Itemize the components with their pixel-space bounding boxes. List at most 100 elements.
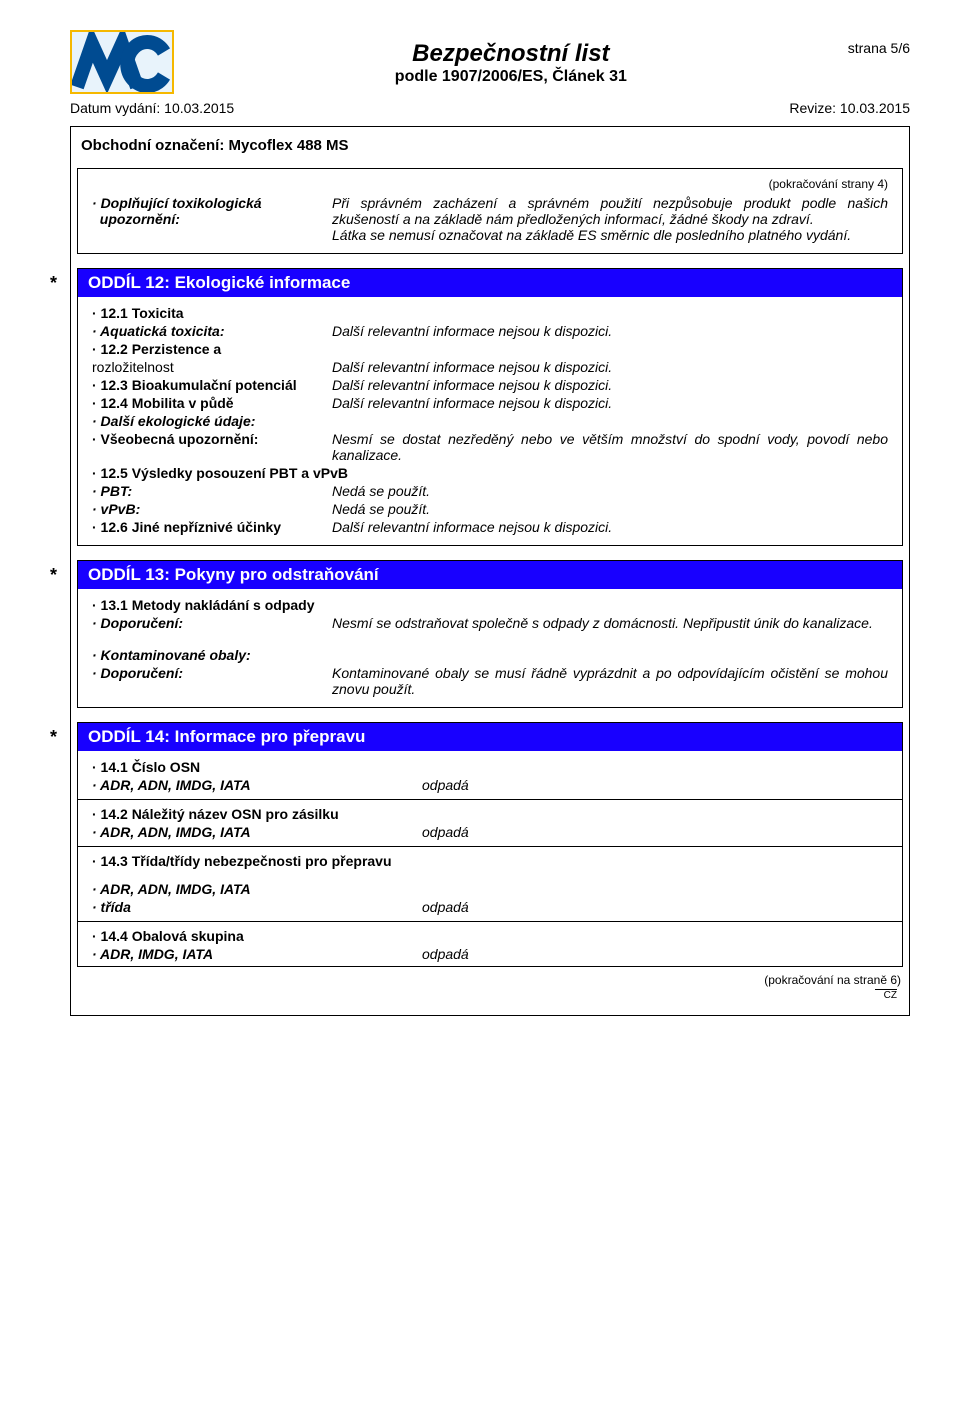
s13-r2-label: · Doporučení: <box>92 615 332 631</box>
section-12-row: · 12.1 Toxicita <box>92 305 888 321</box>
meta-row: Datum vydání: 10.03.2015 Revize: 10.03.2… <box>70 100 910 116</box>
row-label: · 12.2 Perzistence a <box>92 341 332 357</box>
section-12-row: · 12.3 Bioakumulační potenciálDalší rele… <box>92 377 888 393</box>
section-14-row: · 14.1 Číslo OSN <box>92 759 888 775</box>
row-label: · ADR, ADN, IMDG, IATA <box>92 824 422 840</box>
section-14-row: · ADR, ADN, IMDG, IATAodpadá <box>92 824 888 840</box>
divider <box>78 846 902 847</box>
row-label: rozložitelnost <box>92 359 332 375</box>
doc-title-block: Bezpečnostní list podle 1907/2006/ES, Čl… <box>174 30 848 86</box>
country-label: CZ <box>875 989 897 1001</box>
section-12-row: · PBT:Nedá se použít. <box>92 483 888 499</box>
section-12-row: · Všeobecná upozornění:Nesmí se dostat n… <box>92 431 888 463</box>
row-label: · 14.4 Obalová skupina <box>92 928 422 944</box>
row-value: Další relevantní informace nejsou k disp… <box>332 519 888 535</box>
row-value: Další relevantní informace nejsou k disp… <box>332 377 888 393</box>
asterisk-icon: * <box>50 727 57 748</box>
row-label: · ADR, ADN, IMDG, IATA <box>92 881 422 897</box>
section-12-row: · vPvB:Nedá se použít. <box>92 501 888 517</box>
doc-title: Bezpečnostní list <box>174 40 848 68</box>
section-12-header: ODDÍL 12: Ekologické informace <box>78 269 902 297</box>
header-row: Bezpečnostní list podle 1907/2006/ES, Čl… <box>70 30 910 94</box>
row-value: Nedá se použít. <box>332 483 888 499</box>
row-value: odpadá <box>422 899 469 915</box>
section-14-row: · třídaodpadá <box>92 899 888 915</box>
section-12-row: · 12.6 Jiné nepříznivé účinkyDalší relev… <box>92 519 888 535</box>
asterisk-icon: * <box>50 273 57 294</box>
row-label: · 14.1 Číslo OSN <box>92 759 422 775</box>
row-label: · 12.4 Mobilita v půdě <box>92 395 332 411</box>
row-label: · 12.6 Jiné nepříznivé účinky <box>92 519 332 535</box>
doc-subtitle: podle 1907/2006/ES, Článek 31 <box>174 68 848 86</box>
spacer <box>92 631 888 645</box>
row-value: odpadá <box>422 777 469 793</box>
section-12-row: · 12.2 Perzistence a <box>92 341 888 357</box>
logo-icon <box>72 32 172 92</box>
row-value: Další relevantní informace nejsou k disp… <box>332 395 888 411</box>
section-14-row: · ADR, ADN, IMDG, IATAodpadá <box>92 777 888 793</box>
row-label: · Aquatická toxicita: <box>92 323 332 339</box>
section-12-row: · Aquatická toxicita:Další relevantní in… <box>92 323 888 339</box>
section-14-row: · 14.2 Náležitý název OSN pro zásilku <box>92 806 888 822</box>
s13-r4-label: · Doporučení: <box>92 665 332 681</box>
row-label: · ADR, ADN, IMDG, IATA <box>92 777 422 793</box>
row-value: odpadá <box>422 824 469 840</box>
section-12-row: · 12.5 Výsledky posouzení PBT a vPvB <box>92 465 888 481</box>
outer-box: Obchodní označení: Mycoflex 488 MS (pokr… <box>70 126 910 1016</box>
section-14: * ODDÍL 14: Informace pro přepravu · 14.… <box>77 722 903 967</box>
product-name: Obchodní označení: Mycoflex 488 MS <box>81 137 903 154</box>
row-label: · PBT: <box>92 483 332 499</box>
s13-r4-value: Kontaminované obaly se musí řádně vypráz… <box>332 665 888 697</box>
tox-label: · Doplňující toxikologická upozornění: <box>92 195 332 227</box>
section-13: * ODDÍL 13: Pokyny pro odstraňování · 13… <box>77 560 903 708</box>
row-label: · 12.1 Toxicita <box>92 305 332 321</box>
tox-row: · Doplňující toxikologická upozornění: P… <box>92 195 888 243</box>
row-value: Další relevantní informace nejsou k disp… <box>332 359 888 375</box>
section-12-row: rozložitelnostDalší relevantní informace… <box>92 359 888 375</box>
tox-box: (pokračování strany 4) · Doplňující toxi… <box>77 168 903 254</box>
section-14-row: · ADR, ADN, IMDG, IATA <box>92 881 888 897</box>
page-number: strana 5/6 <box>848 30 910 56</box>
section-12-row: · 12.4 Mobilita v půděDalší relevantní i… <box>92 395 888 411</box>
section-14-blocks: · 14.1 Číslo OSN· ADR, ADN, IMDG, IATAod… <box>92 759 888 962</box>
s13-r3: · Kontaminované obaly: <box>92 647 888 663</box>
mc-logo <box>70 30 174 94</box>
section-14-row: · 14.4 Obalová skupina <box>92 928 888 944</box>
s13-r3-label: · Kontaminované obaly: <box>92 647 332 663</box>
tox-value: Při správném zacházení a správném použit… <box>332 195 888 243</box>
section-13-header: ODDÍL 13: Pokyny pro odstraňování <box>78 561 902 589</box>
row-value: odpadá <box>422 946 469 962</box>
row-label: · vPvB: <box>92 501 332 517</box>
divider <box>78 799 902 800</box>
section-14-row: · 14.3 Třída/třídy nebezpečnosti pro pře… <box>92 853 888 869</box>
row-label: · Další ekologické údaje: <box>92 413 332 429</box>
issue-date: Datum vydání: 10.03.2015 <box>70 100 234 116</box>
revision-date: Revize: 10.03.2015 <box>789 100 910 116</box>
row-value: Nesmí se dostat nezředěný nebo ve větším… <box>332 431 888 463</box>
section-12: * ODDÍL 12: Ekologické informace · 12.1 … <box>77 268 903 546</box>
row-label: · 14.3 Třída/třídy nebezpečnosti pro pře… <box>92 853 422 869</box>
s13-r1: · 13.1 Metody nakládání s odpady <box>92 597 888 613</box>
row-label: · 12.5 Výsledky posouzení PBT a vPvB <box>92 465 348 481</box>
row-label: · 14.2 Náležitý název OSN pro zásilku <box>92 806 422 822</box>
section-14-header: ODDÍL 14: Informace pro přepravu <box>78 723 902 751</box>
s13-r2-value: Nesmí se odstraňovat společně s odpady z… <box>332 615 888 631</box>
section-14-row: · ADR, IMDG, IATAodpadá <box>92 946 888 962</box>
s13-r2: · Doporučení: Nesmí se odstraňovat spole… <box>92 615 888 631</box>
row-value: Další relevantní informace nejsou k disp… <box>332 323 888 339</box>
s13-r1-label: · 13.1 Metody nakládání s odpady <box>92 597 332 613</box>
divider <box>78 921 902 922</box>
row-label: · Všeobecná upozornění: <box>92 431 332 447</box>
s13-r4: · Doporučení: Kontaminované obaly se mus… <box>92 665 888 697</box>
spacer <box>92 869 888 879</box>
row-label: · ADR, IMDG, IATA <box>92 946 422 962</box>
continuation-to: (pokračování na straně 6) <box>77 973 903 987</box>
page: Bezpečnostní list podle 1907/2006/ES, Čl… <box>0 0 960 1418</box>
row-value: Nedá se použít. <box>332 501 888 517</box>
row-label: · třída <box>92 899 422 915</box>
section-12-rows: · 12.1 Toxicita· Aquatická toxicita:Dalš… <box>92 305 888 535</box>
asterisk-icon: * <box>50 565 57 586</box>
section-12-row: · Další ekologické údaje: <box>92 413 888 429</box>
continuation-from: (pokračování strany 4) <box>92 177 888 191</box>
row-label: · 12.3 Bioakumulační potenciál <box>92 377 332 393</box>
